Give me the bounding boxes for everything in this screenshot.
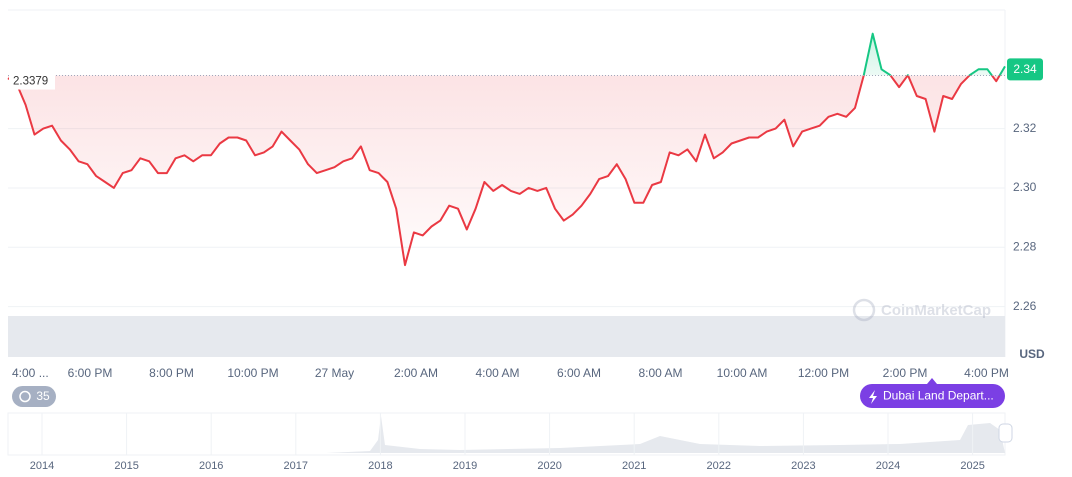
clock-icon bbox=[19, 390, 31, 403]
year-label: 2015 bbox=[114, 460, 138, 472]
y-tick-label: 2.32 bbox=[1013, 121, 1037, 135]
volume-bars bbox=[8, 316, 1005, 357]
year-label: 2024 bbox=[876, 460, 900, 472]
badge-count: 35 bbox=[36, 389, 50, 403]
x-tick-label: 2:00 PM bbox=[883, 366, 928, 380]
year-label: 2023 bbox=[791, 460, 815, 472]
x-tick-label: 27 May bbox=[315, 366, 354, 380]
x-tick-label: 10:00 PM bbox=[227, 366, 278, 380]
x-tick-label: 12:00 PM bbox=[798, 366, 849, 380]
x-tick-label: 4:00 PM bbox=[964, 366, 1009, 380]
bolt-icon bbox=[869, 390, 877, 404]
year-label: 2016 bbox=[199, 460, 223, 472]
y-tick-label: 2.30 bbox=[1013, 180, 1037, 194]
count-badge[interactable]: 35 bbox=[12, 386, 56, 407]
x-tick-label: 6:00 AM bbox=[557, 366, 601, 380]
price-tag: 2.34 bbox=[1013, 62, 1037, 76]
price-area bbox=[8, 33, 1005, 266]
x-tick-label: 4:00 ... bbox=[12, 366, 49, 380]
price-line bbox=[7, 32, 1006, 267]
event-pointer bbox=[927, 378, 937, 384]
event-badge[interactable]: Dubai Land Depart... bbox=[860, 378, 1005, 408]
year-label: 2018 bbox=[368, 460, 392, 472]
price-tag-bg bbox=[1007, 58, 1043, 81]
event-text: Dubai Land Depart... bbox=[883, 389, 994, 403]
watermark-text: CoinMarketCap bbox=[881, 302, 991, 319]
year-label: 2025 bbox=[960, 460, 984, 472]
x-tick-label: 2:00 AM bbox=[394, 366, 438, 380]
x-tick-label: 6:00 PM bbox=[68, 366, 113, 380]
year-label: 2020 bbox=[537, 460, 561, 472]
x-tick-label: 10:00 AM bbox=[717, 366, 768, 380]
unit-label: USD bbox=[1019, 347, 1045, 361]
year-label: 2017 bbox=[284, 460, 308, 472]
year-label: 2021 bbox=[622, 460, 646, 472]
baseline-label-bg bbox=[9, 73, 55, 90]
x-tick-label: 8:00 PM bbox=[149, 366, 194, 380]
navigator-handle[interactable] bbox=[998, 423, 1013, 443]
y-tick-label: 2.28 bbox=[1013, 239, 1037, 253]
navigator-history bbox=[326, 416, 1005, 453]
year-label: 2022 bbox=[707, 460, 731, 472]
watermark-logo bbox=[852, 298, 876, 322]
y-tick-label: 2.26 bbox=[1013, 299, 1037, 313]
x-tick-label: 4:00 AM bbox=[475, 366, 519, 380]
watermark: CoinMarketCap bbox=[852, 298, 991, 322]
x-tick-label: 8:00 AM bbox=[638, 366, 682, 380]
event-bg[interactable] bbox=[860, 384, 1005, 408]
baseline-label: 2.3379 bbox=[13, 76, 48, 88]
year-label: 2014 bbox=[30, 460, 54, 472]
year-label: 2019 bbox=[453, 460, 477, 472]
